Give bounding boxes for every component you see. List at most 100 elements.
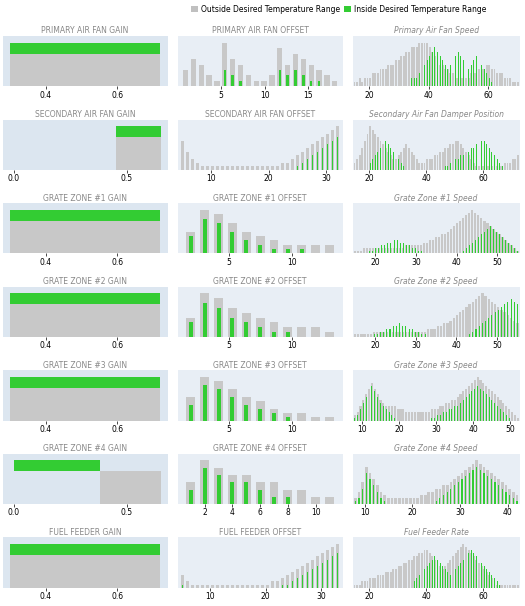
Bar — [414, 78, 415, 87]
Bar — [501, 482, 503, 504]
Bar — [507, 242, 510, 253]
Bar — [244, 405, 248, 421]
Bar — [482, 383, 485, 421]
Bar — [509, 418, 510, 421]
Bar — [394, 498, 397, 504]
Bar — [432, 240, 434, 253]
Bar — [276, 581, 279, 588]
Bar — [484, 141, 485, 170]
Bar — [230, 397, 234, 421]
Bar — [458, 566, 459, 588]
Bar — [447, 69, 448, 87]
Bar — [297, 327, 306, 337]
Bar — [491, 166, 493, 170]
Title: GRATE ZONE #2 GAIN: GRATE ZONE #2 GAIN — [43, 277, 127, 286]
Bar — [411, 331, 414, 337]
Bar — [408, 329, 410, 337]
Bar — [355, 501, 356, 504]
Bar — [488, 388, 490, 421]
Bar — [286, 249, 290, 253]
Bar — [442, 60, 443, 87]
Bar — [434, 418, 435, 421]
Bar — [363, 248, 365, 253]
Bar — [442, 406, 444, 421]
Bar — [487, 476, 488, 504]
Bar — [488, 575, 490, 588]
Bar — [463, 251, 464, 253]
Bar — [480, 388, 481, 421]
Bar — [471, 391, 472, 421]
Bar — [370, 162, 371, 170]
Bar — [363, 403, 364, 421]
Bar — [393, 65, 394, 87]
Bar — [201, 377, 209, 421]
Bar — [429, 240, 431, 253]
Bar — [356, 412, 359, 421]
Bar — [189, 322, 193, 337]
Bar — [494, 578, 495, 588]
Bar — [454, 406, 455, 421]
Bar — [370, 479, 371, 504]
Bar — [486, 65, 488, 87]
Bar — [327, 144, 328, 170]
Bar — [491, 400, 492, 421]
Bar — [427, 329, 429, 337]
Bar — [457, 406, 458, 421]
Bar — [468, 69, 469, 87]
Bar — [417, 251, 418, 253]
Bar — [471, 464, 474, 504]
Bar — [261, 166, 264, 170]
Bar — [450, 575, 451, 588]
Bar — [442, 152, 444, 170]
Bar — [445, 569, 446, 588]
Bar — [286, 416, 290, 421]
Bar — [478, 237, 479, 253]
Bar — [353, 162, 355, 170]
Bar — [442, 569, 444, 588]
Bar — [453, 572, 454, 588]
Bar — [203, 219, 207, 253]
Bar — [380, 575, 382, 588]
Bar — [477, 377, 479, 421]
Bar — [244, 241, 248, 253]
Bar — [415, 331, 416, 337]
Bar — [479, 380, 481, 421]
Bar — [476, 329, 477, 337]
Bar — [251, 166, 254, 170]
Bar — [362, 400, 364, 421]
Bar — [242, 475, 251, 504]
Bar — [462, 310, 465, 337]
Bar — [361, 148, 363, 170]
Bar — [189, 490, 193, 504]
Bar — [362, 488, 363, 504]
Bar — [504, 78, 506, 87]
Bar — [365, 395, 367, 421]
Bar — [391, 498, 393, 504]
Bar — [481, 235, 482, 253]
Bar — [486, 144, 487, 170]
Bar — [424, 43, 425, 87]
Bar — [444, 69, 446, 87]
Bar — [470, 73, 472, 87]
Bar — [398, 331, 401, 337]
Bar — [494, 304, 496, 337]
Bar — [429, 563, 430, 588]
Bar — [447, 69, 449, 87]
Bar — [384, 245, 385, 253]
Bar — [405, 412, 407, 421]
Bar — [286, 332, 290, 337]
Bar — [416, 159, 418, 170]
Bar — [429, 553, 430, 588]
Bar — [430, 329, 433, 337]
Bar — [462, 218, 465, 253]
Bar — [416, 412, 418, 421]
Bar — [450, 488, 452, 504]
Bar — [316, 141, 319, 170]
Bar — [497, 406, 498, 421]
Bar — [366, 78, 369, 87]
Bar — [336, 544, 339, 588]
Bar — [447, 572, 448, 588]
Bar — [459, 313, 461, 337]
Bar — [411, 245, 413, 253]
Bar — [411, 152, 413, 170]
